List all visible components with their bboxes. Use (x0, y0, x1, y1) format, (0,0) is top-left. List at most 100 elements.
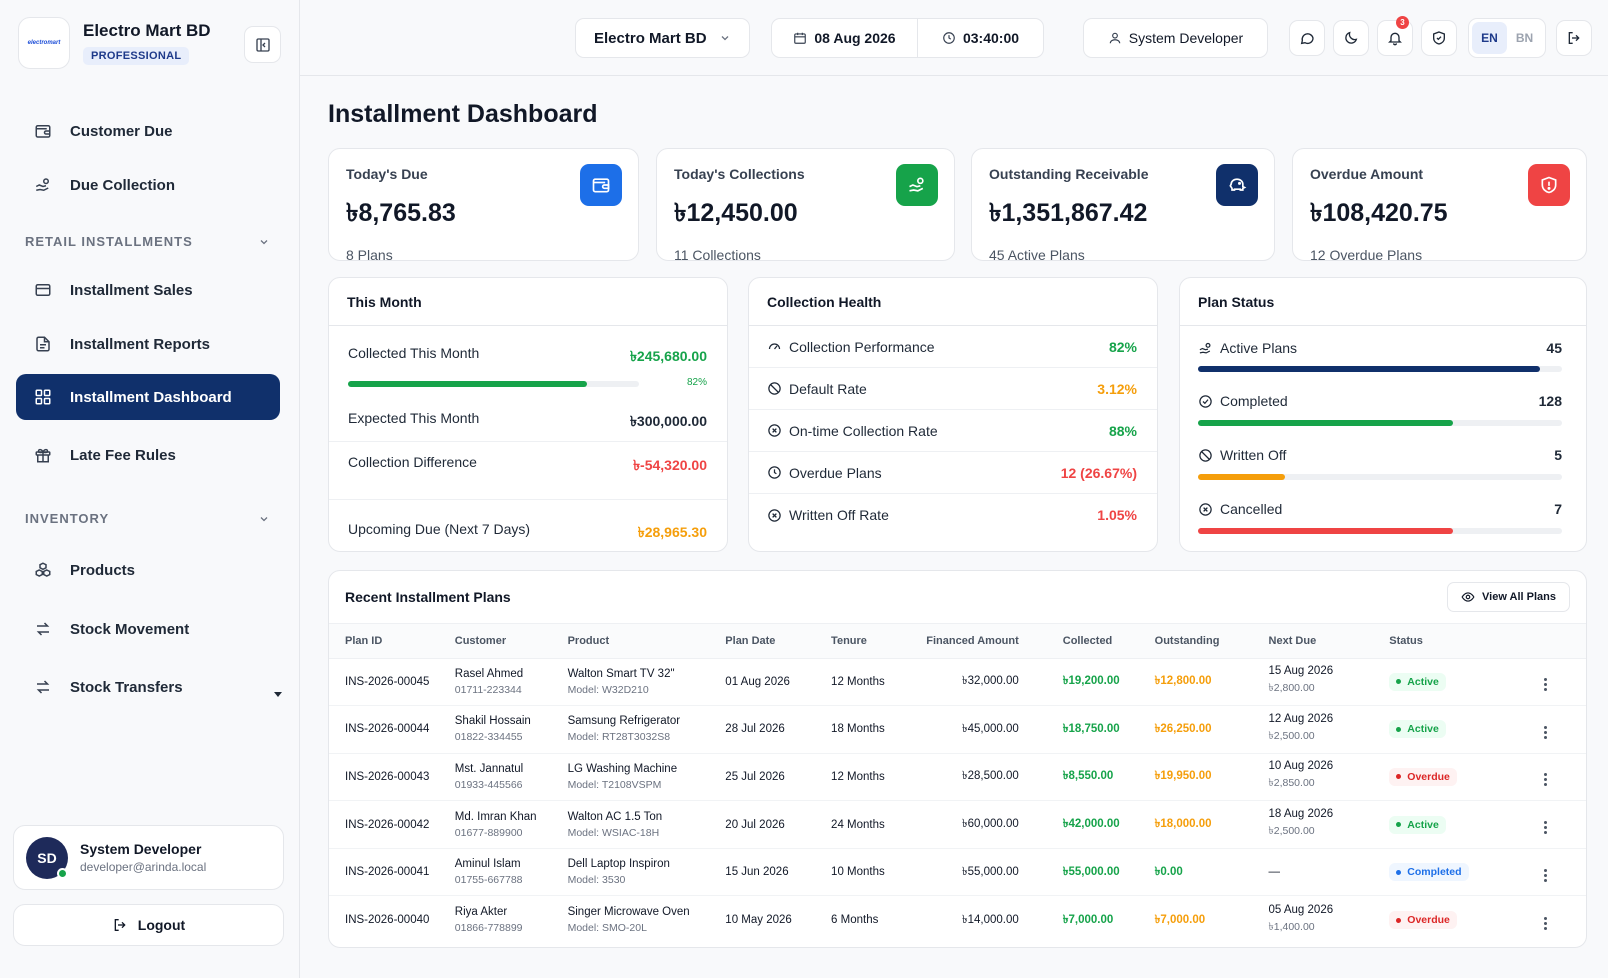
sidebar-item-due-collection[interactable]: Due Collection (16, 162, 280, 208)
product-name: LG Washing Machine (567, 762, 678, 775)
column-header[interactable]: Product (567, 624, 726, 659)
more-vertical-icon[interactable] (1543, 678, 1547, 692)
logout-button[interactable]: Logout (13, 904, 284, 946)
status-label: Cancelled (1220, 501, 1283, 517)
sidebar-item-stock-movement[interactable]: Stock Movement (16, 606, 280, 652)
panel-title: This Month (329, 278, 727, 326)
sidebar-item-customer-due[interactable]: Customer Due (16, 108, 280, 154)
status-dot-icon (1396, 679, 1402, 685)
next-due-amount: ৳2,850.00 (1268, 777, 1315, 790)
gift-icon (34, 446, 52, 464)
customer-phone: 01933-445566 (454, 778, 523, 791)
financed-amount: ৳28,500.00 (961, 770, 1019, 783)
chat-button[interactable] (1289, 20, 1325, 56)
next-due-date: 12 Aug 2026 (1268, 712, 1334, 725)
table-row[interactable]: INS-2026-00043 Mst. Jannatul 01933-445566 L… (329, 753, 1586, 802)
sidebar-item-late-fee-rules[interactable]: Late Fee Rules (16, 432, 280, 478)
plan-id[interactable]: INS-2026-00044 (345, 723, 430, 736)
user-menu-button[interactable]: System Developer (1083, 18, 1268, 58)
plan-id[interactable]: INS-2026-00040 (345, 914, 430, 927)
health-label: Default Rate (789, 380, 867, 397)
theme-toggle-button[interactable] (1333, 20, 1369, 56)
topbar-user-name: System Developer (1128, 30, 1244, 46)
sidebar-collapse-button[interactable] (244, 26, 281, 63)
panel-title: Plan Status (1180, 278, 1586, 326)
sidebar-item-stock-transfers[interactable]: Stock Transfers (16, 664, 280, 710)
shield-check-icon (1433, 31, 1445, 45)
time-display[interactable]: 03:40:00 (918, 19, 1043, 57)
status-text: Overdue (1407, 770, 1450, 783)
column-header[interactable]: Tenure (831, 624, 916, 659)
outstanding-amount: ৳26,250.00 (1154, 722, 1212, 735)
plan-id[interactable]: INS-2026-00041 (345, 866, 430, 879)
table-row[interactable]: INS-2026-00044 Shakil Hossain 01822-334455… (329, 705, 1586, 754)
avatar: SD (26, 836, 68, 879)
shield-alert-icon (1528, 164, 1570, 206)
section-label: INVENTORY (25, 511, 110, 526)
customer-phone: 01866-778899 (454, 922, 523, 935)
next-due-amount: ৳2,500.00 (1268, 825, 1315, 838)
boxes-icon (34, 561, 52, 579)
plan-id[interactable]: INS-2026-00042 (345, 818, 430, 831)
row-label: Collected This Month (348, 345, 480, 361)
avatar-initials: SD (37, 849, 57, 866)
security-button[interactable] (1421, 20, 1457, 56)
product-name: Walton AC 1.5 Ton (567, 810, 663, 823)
view-all-plans-button[interactable]: View All Plans (1447, 582, 1570, 612)
column-header[interactable]: Financed Amount (915, 624, 1019, 659)
ban-icon (1198, 448, 1213, 463)
date-display[interactable]: 08 Aug 2026 (772, 19, 918, 57)
sign-out-button[interactable] (1556, 20, 1592, 56)
row-value: ৳28,965.30 (637, 524, 707, 540)
kpi-outstanding-receivable: Outstanding Receivable ৳1,351,867.42 45 … (971, 148, 1275, 263)
product-model: Model: 3530 (567, 874, 626, 887)
product-name: Singer Microwave Oven (567, 906, 690, 919)
more-vertical-icon[interactable] (1543, 868, 1547, 882)
credit-card-icon (34, 281, 52, 299)
arrows-icon (34, 678, 52, 696)
upcoming-row: Upcoming Due (Next 7 Days) ৳28,965.30 (348, 521, 707, 545)
bell-icon (1388, 32, 1402, 46)
sidebar-item-installment-sales[interactable]: Installment Sales (16, 267, 280, 313)
notifications-button[interactable]: 3 (1377, 16, 1413, 56)
store-selector[interactable]: Electro Mart BD (575, 18, 750, 58)
customer-name: Riya Akter (454, 906, 508, 919)
column-header[interactable]: Customer (454, 624, 568, 659)
lang-bn-button[interactable]: BN (1515, 31, 1534, 45)
more-vertical-icon[interactable] (1543, 821, 1547, 835)
caret-down-icon[interactable] (274, 692, 282, 697)
status-badge: Active (1389, 720, 1446, 739)
column-header[interactable]: Outstanding (1154, 624, 1265, 659)
plan-id[interactable]: INS-2026-00045 (345, 675, 430, 688)
section-inventory[interactable]: INVENTORY (25, 511, 270, 526)
kpi-sub: 8 Plans (346, 247, 393, 263)
column-header[interactable]: Collected (1018, 624, 1155, 659)
table-row[interactable]: INS-2026-00041 Aminul Islam 01755-667788 De… (329, 848, 1586, 897)
table-row[interactable]: INS-2026-00040 Riya Akter 01866-778899 Sing… (329, 896, 1586, 944)
section-retail-installments[interactable]: RETAIL INSTALLMENTS (25, 234, 270, 249)
lang-en-button[interactable]: EN (1472, 22, 1507, 54)
brand-logo[interactable]: electromart (18, 17, 70, 69)
status-dot-icon (1396, 726, 1402, 732)
plan-id[interactable]: INS-2026-00043 (345, 770, 430, 783)
sidebar-item-installment-reports[interactable]: Installment Reports (16, 321, 280, 367)
column-header[interactable]: Status (1389, 624, 1505, 659)
sidebar-item-installment-dashboard[interactable]: Installment Dashboard (16, 374, 280, 420)
column-header[interactable]: Plan Date (725, 624, 832, 659)
plans-table: Plan ID Customer Product Plan Date Tenur… (329, 624, 1586, 944)
column-header[interactable]: Plan ID (329, 624, 455, 659)
brand: electromart Electro Mart BD PROFESSIONAL (18, 17, 211, 69)
status-bar (1198, 528, 1562, 534)
store-name: Electro Mart BD (594, 29, 707, 47)
sidebar-item-products[interactable]: Products (16, 547, 280, 593)
logo-text: electromart (27, 40, 61, 46)
user-card[interactable]: SD System Developer developer@arinda.loc… (13, 825, 284, 890)
more-vertical-icon[interactable] (1543, 725, 1547, 739)
more-vertical-icon[interactable] (1543, 773, 1547, 787)
sidebar-item-label: Products (70, 561, 136, 579)
kpi-label: Overdue Amount (1310, 166, 1424, 182)
table-row[interactable]: INS-2026-00042 Md. Imran Khan 01677-889900… (329, 800, 1586, 849)
column-header[interactable]: Next Due (1264, 624, 1390, 659)
table-row[interactable]: INS-2026-00045 Rasel Ahmed 01711-223344 Wal… (329, 658, 1586, 707)
more-vertical-icon[interactable] (1543, 916, 1547, 930)
